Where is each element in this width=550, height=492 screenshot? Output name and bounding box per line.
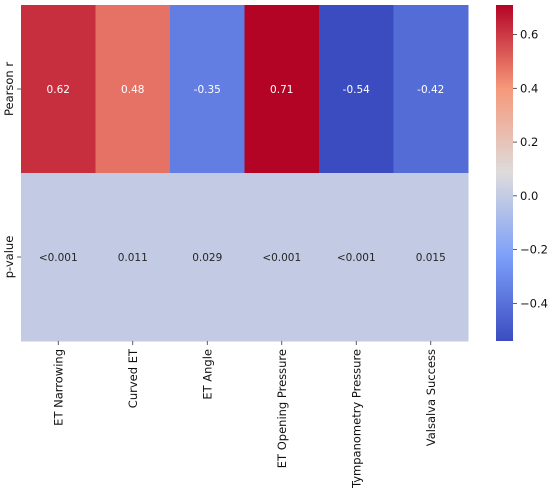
y-tick-label: p-value bbox=[2, 236, 16, 279]
x-tick-labels: ET Narrowing Curved ET ET Angle ET Opening … bbox=[51, 341, 438, 489]
y-tick-labels: Pearson r p-value bbox=[2, 62, 21, 279]
x-tick-label: ET Opening Pressure bbox=[275, 349, 289, 468]
heatmap-cells bbox=[21, 5, 469, 342]
colorbar: 0.6 0.4 0.2 0.0 −0.2 −0.4 bbox=[496, 5, 548, 341]
heatmap-cell bbox=[95, 173, 171, 342]
colorbar-tick-label: −0.2 bbox=[520, 243, 548, 257]
cell-annotations: 0.62 0.48 -0.35 0.71 -0.54 -0.42 <0.001 0.011 0.… bbox=[39, 84, 446, 264]
colorbar-gradient bbox=[496, 5, 513, 341]
heatmap-cell bbox=[170, 173, 245, 342]
heatmap-cell bbox=[244, 5, 320, 174]
cell-annotation: 0.015 bbox=[416, 252, 446, 264]
x-tick-label: ET Narrowing bbox=[51, 349, 65, 426]
cell-annotation: <0.001 bbox=[39, 252, 78, 264]
heatmap-cell bbox=[319, 173, 394, 342]
cell-annotation: 0.48 bbox=[121, 84, 144, 96]
colorbar-tick-label: −0.4 bbox=[520, 296, 548, 310]
cell-annotation: <0.001 bbox=[262, 252, 301, 264]
cell-annotation: 0.62 bbox=[47, 84, 70, 96]
y-tick-label: Pearson r bbox=[2, 62, 16, 116]
cell-annotation: 0.71 bbox=[270, 84, 293, 96]
heatmap-cell bbox=[21, 173, 96, 342]
cell-annotation: <0.001 bbox=[337, 252, 376, 264]
x-tick-label: Curved ET bbox=[126, 348, 140, 408]
heatmap-cell bbox=[393, 5, 469, 174]
colorbar-tick-label: 0.0 bbox=[520, 189, 538, 203]
cell-annotation: -0.54 bbox=[343, 84, 370, 96]
x-tick-label: Tympanometry Pressure bbox=[349, 349, 363, 489]
heatmap-cell bbox=[244, 173, 320, 342]
heatmap-cell bbox=[170, 5, 245, 174]
colorbar-tick-label: 0.2 bbox=[520, 135, 538, 149]
x-tick-label: ET Angle bbox=[200, 349, 214, 400]
heatmap-cell bbox=[393, 173, 469, 342]
cell-annotation: -0.42 bbox=[417, 84, 444, 96]
cell-annotation: -0.35 bbox=[194, 84, 221, 96]
cell-annotation: 0.029 bbox=[192, 252, 222, 264]
heatmap-cell bbox=[95, 5, 171, 174]
heatmap-cell bbox=[21, 5, 96, 174]
cell-annotation: 0.011 bbox=[118, 252, 148, 264]
colorbar-tick-label: 0.6 bbox=[520, 28, 538, 42]
heatmap-cell bbox=[319, 5, 394, 174]
x-tick-label: Valsalva Success bbox=[424, 349, 438, 446]
colorbar-tick-label: 0.4 bbox=[520, 81, 538, 95]
